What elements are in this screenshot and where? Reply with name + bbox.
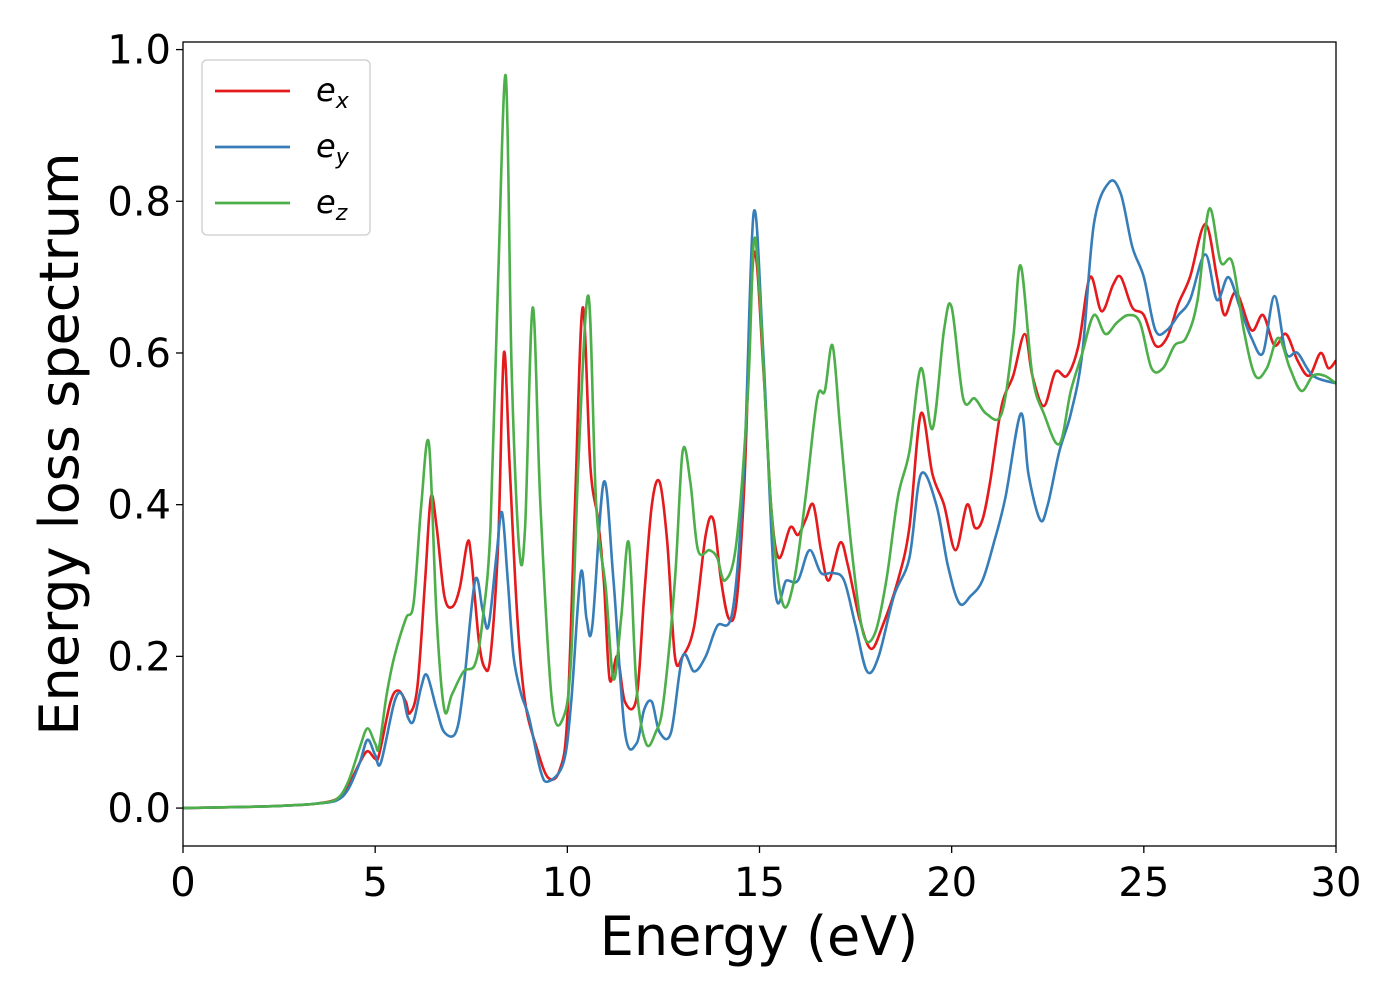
y-axis-label: Energy loss spectrum bbox=[28, 152, 91, 735]
y-tick-label: 0.6 bbox=[107, 331, 171, 377]
y-tick-label: 1.0 bbox=[107, 28, 171, 74]
x-tick-label: 20 bbox=[926, 860, 977, 906]
y-tick-label: 0.0 bbox=[107, 786, 171, 832]
y-tick-label: 0.8 bbox=[107, 179, 171, 225]
y-axis: 0.0 0.2 0.4 0.6 0.8 1.0 bbox=[107, 28, 183, 832]
x-tick-label: 5 bbox=[362, 860, 387, 906]
x-tick-label: 30 bbox=[1311, 860, 1362, 906]
x-tick-label: 10 bbox=[542, 860, 593, 906]
series-layer bbox=[183, 73, 1336, 810]
x-tick-label: 15 bbox=[734, 860, 785, 906]
y-tick-label: 0.4 bbox=[107, 483, 171, 529]
series-line-z bbox=[183, 73, 1336, 810]
x-tick-label: 0 bbox=[170, 860, 195, 906]
y-tick-label: 0.2 bbox=[107, 634, 171, 680]
x-tick-label: 25 bbox=[1118, 860, 1169, 906]
x-axis: 0 5 10 15 20 25 30 bbox=[170, 846, 1361, 906]
x-axis-label: Energy (eV) bbox=[600, 905, 919, 968]
